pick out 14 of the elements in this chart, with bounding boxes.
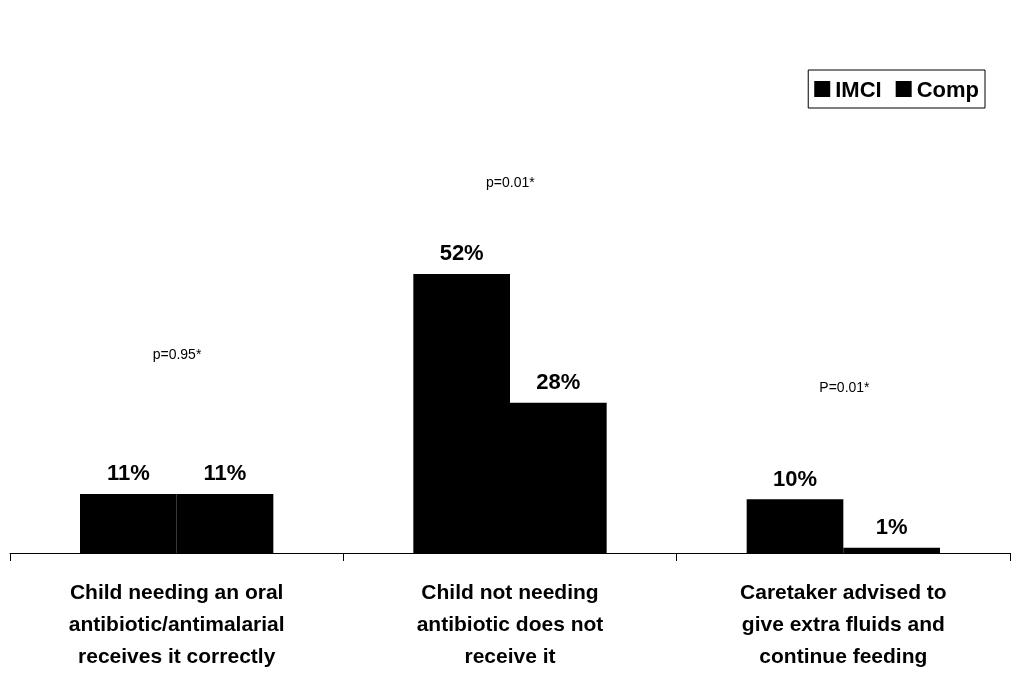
- data-label: 11%: [203, 460, 247, 486]
- legend-label: IMCI: [835, 76, 882, 102]
- data-label: 10%: [772, 465, 818, 491]
- annotation: p=0.95*: [152, 346, 202, 362]
- legend-label: Comp: [916, 76, 979, 102]
- x-tick-label: Child not needing antibiotic does not receive it: [416, 579, 604, 667]
- text: p=0.01*: [486, 174, 536, 190]
- x-tick-label: Child needing an oral antibiotic/antimalarial receives it correctly: [68, 579, 285, 667]
- annotation: P=0.01*: [819, 379, 871, 395]
- x-tick-label: Caretaker advised to give extra fluids and continue feeding: [740, 579, 947, 667]
- data-label: 52%: [439, 240, 484, 266]
- data-label: 1%: [875, 514, 908, 540]
- data-label: 28%: [536, 369, 581, 395]
- data-label: 11%: [106, 460, 150, 486]
